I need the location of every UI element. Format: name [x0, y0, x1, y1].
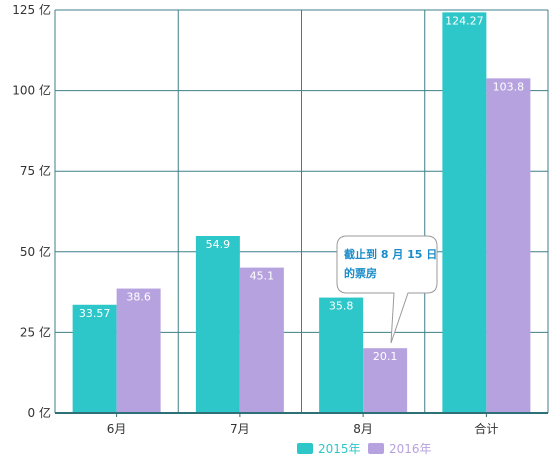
x-tick-label: 8月: [353, 422, 373, 436]
y-tick-label: 25 亿: [20, 324, 51, 339]
y-tick-label: 100 亿: [12, 83, 51, 98]
legend[interactable]: 2015年 2016年: [297, 442, 432, 456]
callout-line-2: 的票房: [344, 266, 377, 280]
bar-value-label: 54.9: [206, 238, 231, 251]
callout-line-1: 截止到 8 月 15 日: [344, 247, 437, 261]
bar-value-label: 33.57: [79, 307, 111, 320]
bar-2016年-合计[interactable]: [486, 78, 531, 413]
y-tick-label: 0 亿: [28, 405, 51, 420]
x-tick-label: 6月: [107, 422, 127, 436]
bar-value-label: 38.6: [126, 291, 151, 304]
bar-2016年-6月[interactable]: [116, 288, 161, 413]
bar-2016年-8月[interactable]: [363, 348, 408, 413]
legend-swatch[interactable]: [368, 443, 384, 454]
bar-2015年-8月[interactable]: [319, 297, 364, 413]
y-axis: 0 亿 25 亿 50 亿 75 亿 100 亿 125 亿: [12, 2, 51, 420]
bar-2015年-6月[interactable]: [72, 304, 117, 413]
annotation-callout: 截止到 8 月 15 日 的票房: [336, 235, 438, 344]
callout-bubble: [336, 235, 438, 344]
y-tick-label: 75 亿: [20, 163, 51, 178]
bar-value-label: 20.1: [373, 350, 398, 363]
legend-label[interactable]: 2016年: [389, 442, 432, 456]
y-tick-label: 125 亿: [12, 2, 51, 17]
bar-2015年-合计[interactable]: [442, 12, 487, 414]
bars: 33.57 38.6 54.9 45.1 35.8 20.1 124.27 103.8: [72, 12, 531, 414]
legend-swatch[interactable]: [297, 443, 313, 454]
bar-value-label: 103.8: [493, 80, 525, 93]
bar-2015年-7月[interactable]: [195, 236, 240, 413]
bar-value-label: 45.1: [250, 270, 275, 283]
bar-2016年-7月[interactable]: [239, 267, 284, 413]
x-axis: 6月 7月 8月 合计: [55, 412, 548, 436]
x-tick-label: 7月: [230, 422, 250, 436]
bar-value-label: 124.27: [445, 14, 484, 27]
legend-label[interactable]: 2015年: [318, 442, 361, 456]
y-tick-label: 50 亿: [20, 244, 51, 259]
x-tick-label: 合计: [474, 421, 498, 436]
bar-value-label: 35.8: [329, 300, 354, 313]
